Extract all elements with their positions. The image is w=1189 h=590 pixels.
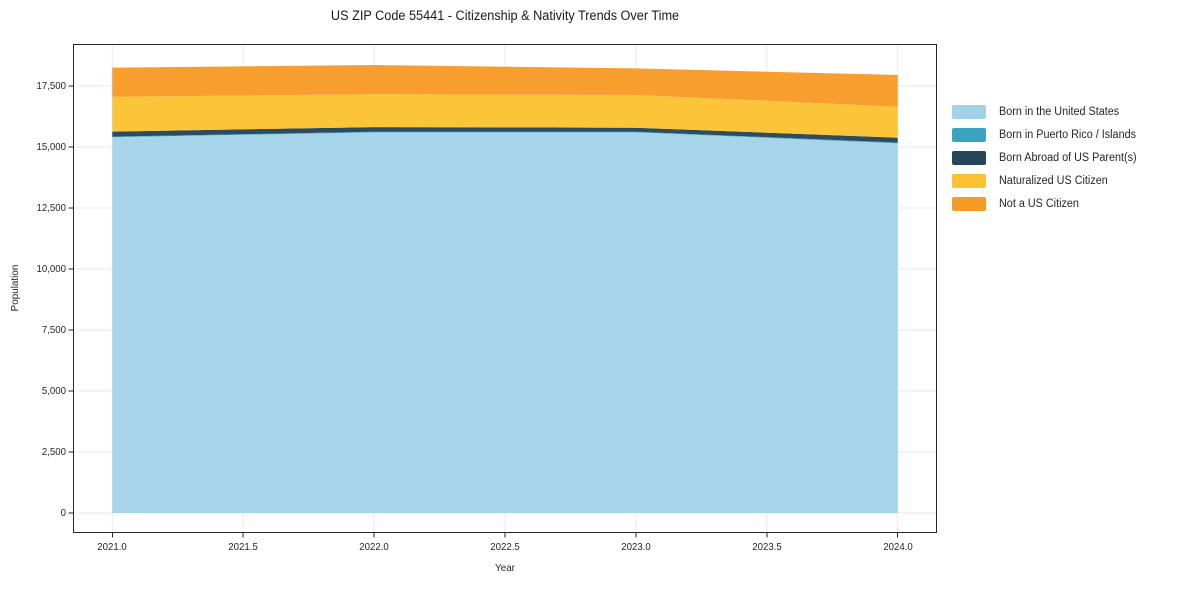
y-tick-label: 15,000 <box>36 140 66 153</box>
legend-item: Naturalized US Citizen <box>952 174 1145 188</box>
x-tick-label: 2024.0 <box>882 541 913 553</box>
legend-item: Born in the United States <box>952 105 1145 119</box>
legend-swatch-icon <box>952 197 986 211</box>
y-tick-label: 17,500 <box>36 79 66 92</box>
x-tick-label: 2021.5 <box>228 541 258 553</box>
area-series-born-in-puerto-rico-islands <box>112 131 898 144</box>
area-series-not-a-us-citizen <box>112 64 898 107</box>
x-tick-label: 2023.5 <box>752 541 782 553</box>
legend-swatch-icon <box>952 105 986 119</box>
y-tick-label: 5,000 <box>41 384 66 397</box>
x-axis-label: Year <box>495 562 515 574</box>
chart-title: US ZIP Code 55441 - Citizenship & Nativi… <box>330 8 680 23</box>
legend-item: Not a US Citizen <box>952 197 1145 211</box>
x-tick-label: 2023.0 <box>621 541 651 553</box>
plot-border <box>73 44 937 533</box>
y-tick-label: 10,000 <box>36 262 66 275</box>
legend-swatch-icon <box>952 128 986 142</box>
x-tick-label: 2022.0 <box>359 541 389 553</box>
legend-label: Born in the United States <box>999 106 1120 118</box>
legend-label: Not a US Citizen <box>999 198 1079 210</box>
y-tick-label: 7,500 <box>41 323 66 336</box>
legend-label: Naturalized US Citizen <box>999 175 1108 187</box>
area-series-naturalized-us-citizen <box>112 94 898 138</box>
legend-swatch-icon <box>952 174 986 188</box>
y-tick-label: 12,500 <box>36 201 66 214</box>
y-tick-label: 2,500 <box>41 445 66 458</box>
legend-label: Born in Puerto Rico / Islands <box>999 129 1137 141</box>
legend-item: Born Abroad of US Parent(s) <box>952 151 1145 165</box>
legend-item: Born in Puerto Rico / Islands <box>952 128 1145 142</box>
legend-swatch-icon <box>952 151 986 165</box>
area-series-born-in-the-united-states <box>112 132 898 513</box>
area-series-born-abroad-of-us-parent-s- <box>112 127 898 143</box>
x-tick-label: 2022.5 <box>490 541 520 553</box>
legend-label: Born Abroad of US Parent(s) <box>999 152 1137 164</box>
x-tick-label: 2021.0 <box>97 541 128 553</box>
legend: Born in the United States Born in Puerto … <box>952 105 1145 220</box>
y-tick-label: 0 <box>60 506 66 519</box>
